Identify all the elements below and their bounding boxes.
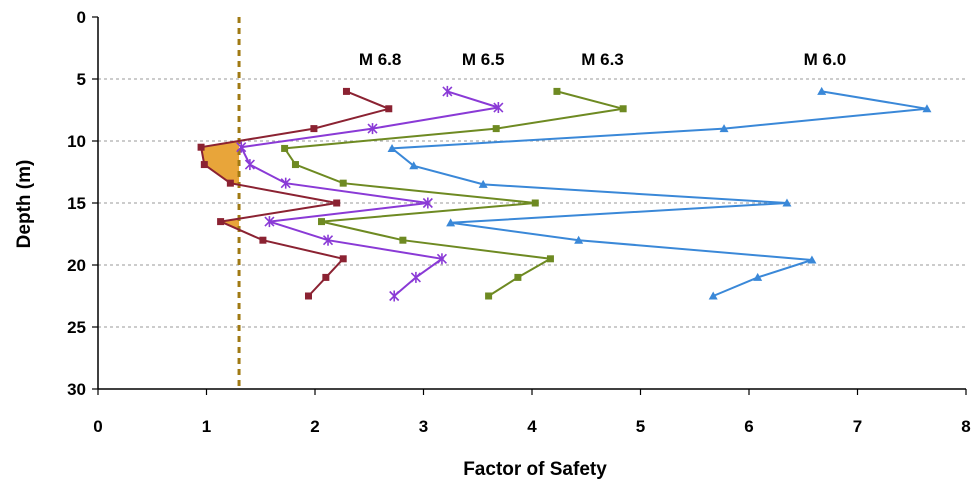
y-tick-label: 5 [77, 70, 86, 89]
data-point [399, 236, 407, 244]
series-line [282, 90, 624, 297]
series-label: M 6.3 [581, 50, 624, 69]
data-point [367, 123, 378, 135]
y-tick-label: 20 [67, 256, 86, 275]
series-label: M 6.5 [462, 50, 505, 69]
x-tick-label: 1 [202, 417, 211, 436]
data-point [310, 125, 318, 133]
data-point [217, 218, 225, 226]
data-point [436, 253, 448, 265]
y-tick-label: 25 [67, 318, 86, 337]
data-point [200, 161, 208, 169]
data-point [333, 199, 341, 207]
data-point [442, 85, 453, 97]
data-point [492, 125, 500, 133]
series-line [239, 90, 499, 297]
x-tick-label: 7 [853, 417, 862, 436]
data-point [485, 292, 493, 300]
data-point [280, 177, 291, 189]
data-point [409, 161, 419, 170]
data-point [339, 255, 347, 263]
axes [92, 16, 967, 395]
series-labels: M 6.8 M 6.5 M 6.3 M 6.0 [359, 50, 846, 69]
data-point [318, 218, 326, 226]
x-axis-title: Factor of Safety [463, 459, 607, 480]
data-point [574, 235, 584, 244]
data-point [226, 179, 234, 187]
x-tick-label: 0 [93, 417, 102, 436]
series-m-6-8 [197, 87, 393, 300]
tick-labels: 0 5 10 15 20 25 30 0 1 2 3 4 5 6 7 8 [67, 8, 971, 436]
data-point [291, 161, 299, 169]
data-point [387, 143, 397, 152]
data-point [782, 198, 792, 207]
y-tick-label: 15 [67, 194, 86, 213]
data-point [236, 141, 247, 153]
x-tick-label: 5 [636, 417, 645, 436]
data-point [385, 105, 393, 113]
series-label: M 6.8 [359, 50, 402, 69]
data-point [922, 104, 932, 113]
data-point [339, 179, 347, 187]
data-point [546, 255, 554, 263]
data-point [708, 291, 718, 300]
x-tick-label: 4 [527, 417, 537, 436]
series-line [389, 90, 928, 297]
series-m-6-5 [236, 85, 504, 302]
data-point [410, 271, 421, 283]
y-axis-title: Depth (m) [14, 160, 35, 249]
data-point [807, 255, 817, 264]
data-point [244, 159, 255, 171]
data-point [322, 273, 330, 281]
series-layer [197, 85, 932, 302]
data-point [553, 87, 561, 95]
x-tick-label: 8 [961, 417, 970, 436]
x-tick-label: 2 [310, 417, 319, 436]
x-tick-label: 6 [744, 417, 753, 436]
y-tick-label: 0 [77, 8, 86, 27]
data-point [422, 197, 433, 209]
x-tick-label: 3 [419, 417, 428, 436]
data-point [531, 199, 539, 207]
shaded-area [201, 140, 240, 185]
data-point [619, 105, 627, 113]
data-point [197, 143, 205, 151]
data-point [753, 272, 763, 281]
data-point [389, 290, 400, 302]
data-point [478, 179, 488, 188]
data-point [259, 236, 267, 244]
data-point [342, 87, 350, 95]
series-label: M 6.0 [804, 50, 847, 69]
data-point [817, 86, 827, 95]
series-m-6-3 [281, 87, 627, 300]
series-m-6-0 [387, 86, 932, 300]
y-tick-label: 30 [67, 380, 86, 399]
data-point [514, 273, 522, 281]
y-tick-label: 10 [67, 132, 86, 151]
data-point [446, 218, 456, 227]
data-point [493, 102, 504, 114]
data-point [264, 216, 275, 228]
data-point [719, 124, 729, 133]
data-point [322, 234, 334, 246]
data-point [281, 144, 289, 152]
data-point [304, 292, 312, 300]
